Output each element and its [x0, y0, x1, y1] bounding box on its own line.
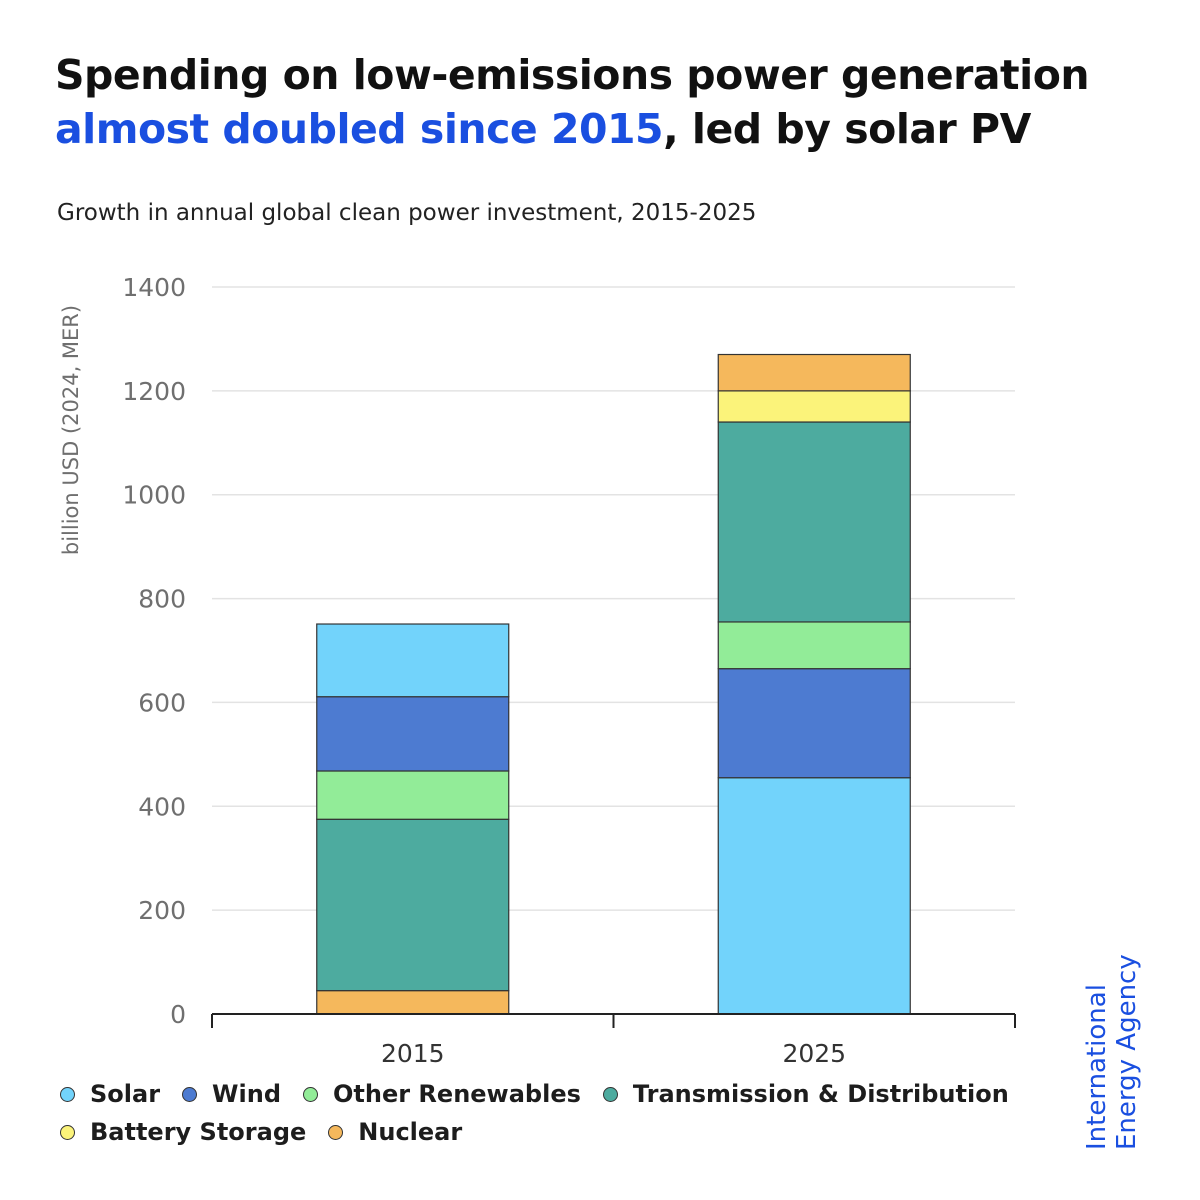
y-tick-label: 400 — [138, 792, 186, 821]
bar-segment-2025-battery-storage — [717, 390, 911, 423]
bar-segment-2015-wind — [316, 696, 510, 772]
bar-segment-2025-nuclear — [717, 353, 911, 392]
bar-segment-2025-transmission-distribution — [717, 421, 911, 623]
legend-swatch — [602, 1086, 618, 1102]
title-rest: , led by solar PV — [663, 105, 1031, 153]
title-line1: Spending on low-emissions power generati… — [55, 51, 1090, 99]
legend-item: Other Renewables — [303, 1080, 581, 1108]
y-axis-ticks: 0 200 400 600 800 1000 1200 1400 — [122, 273, 186, 1029]
y-tick-label: 200 — [138, 896, 186, 925]
bar-segment-2025-other-renewables — [717, 621, 911, 670]
legend-label: Solar — [90, 1080, 161, 1108]
bar-segment-2015-solar — [316, 623, 510, 698]
chart-subtitle: Growth in annual global clean power inve… — [57, 200, 757, 226]
iea-logo: International Energy Agency — [1082, 954, 1142, 1150]
stacked-bar-chart: 0 200 400 600 800 1000 1200 1400 billion USD (2… — [59, 273, 1016, 1068]
x-tick-label: 2015 — [381, 1039, 445, 1068]
y-tick-label: 1000 — [122, 481, 186, 510]
y-tick-label: 800 — [138, 585, 186, 614]
legend-swatch — [182, 1086, 198, 1102]
x-tick-label: 2025 — [782, 1039, 846, 1068]
logo-line2: Energy Agency — [1112, 954, 1142, 1150]
bar-segment-2015-transmission-distribution — [316, 818, 510, 992]
logo-line1: International — [1082, 984, 1112, 1150]
y-tick-label: 1400 — [122, 273, 186, 302]
bar-segment-2025-wind — [717, 668, 911, 779]
legend-item: Wind — [182, 1080, 281, 1108]
y-tick-label: 600 — [138, 688, 186, 717]
legend-row: Battery Storage Nuclear — [60, 1113, 1060, 1151]
legend-row: Solar Wind Other Renewables Transmission & … — [60, 1075, 1060, 1113]
bar-segment-2015-other-renewables — [316, 770, 510, 820]
legend-label: Wind — [212, 1080, 281, 1108]
legend-item: Battery Storage — [60, 1118, 306, 1146]
bar-segment-2025-solar — [717, 777, 911, 1015]
legend-label: Other Renewables — [333, 1080, 581, 1108]
legend-item: Solar — [60, 1080, 160, 1108]
y-tick-label: 0 — [170, 1000, 186, 1029]
legend-swatch — [60, 1124, 75, 1140]
legend-item: Transmission & Distribution — [602, 1080, 1009, 1108]
title-highlight: almost doubled since 2015 — [55, 105, 664, 153]
chart-title: Spending on low-emissions power generati… — [55, 48, 1155, 156]
x-axis: 2015 2025 — [211, 1013, 1016, 1068]
legend-label: Nuclear — [358, 1118, 463, 1146]
legend-label: Battery Storage — [90, 1118, 307, 1146]
legend-swatch — [328, 1124, 344, 1140]
bars — [316, 353, 911, 1015]
legend: Solar Wind Other Renewables Transmission & … — [60, 1075, 1060, 1151]
y-axis-label: billion USD (2024, MER) — [59, 305, 83, 555]
legend-item: Nuclear — [328, 1118, 462, 1146]
legend-swatch — [303, 1086, 318, 1102]
y-tick-label: 1200 — [122, 377, 186, 406]
legend-swatch — [60, 1086, 75, 1102]
legend-label: Transmission & Distribution — [632, 1080, 1009, 1108]
bar-segment-2015-nuclear — [316, 990, 510, 1015]
